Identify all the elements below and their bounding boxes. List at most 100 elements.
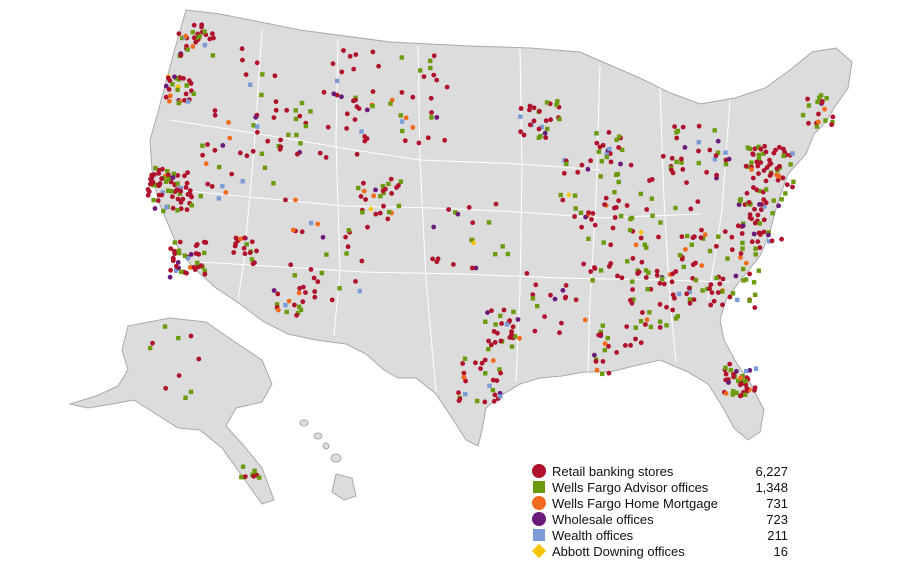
legend-count: 731 (766, 495, 788, 511)
office-marker (715, 150, 721, 155)
office-marker (492, 340, 498, 345)
office-marker (643, 322, 648, 327)
office-marker (735, 297, 740, 303)
office-marker (647, 178, 652, 183)
office-marker (169, 189, 174, 194)
office-marker (344, 125, 349, 131)
office-marker (761, 151, 766, 156)
office-marker (378, 194, 383, 199)
office-marker (753, 252, 758, 257)
office-marker (682, 145, 688, 150)
office-marker (173, 263, 179, 269)
office-marker (283, 197, 288, 203)
office-marker (498, 338, 504, 344)
office-marker (729, 247, 735, 253)
office-marker (470, 220, 476, 226)
office-marker (681, 264, 686, 270)
office-marker (790, 151, 795, 156)
office-marker (490, 358, 496, 363)
office-marker (700, 288, 705, 293)
office-marker (538, 134, 543, 139)
office-marker (771, 198, 776, 203)
office-marker (817, 95, 822, 100)
office-marker (410, 94, 416, 100)
office-marker (749, 160, 754, 165)
office-marker (509, 344, 515, 349)
office-marker (216, 196, 221, 201)
office-marker (386, 181, 391, 187)
office-marker (755, 239, 761, 245)
office-marker (175, 260, 181, 265)
office-marker (744, 375, 750, 381)
office-marker (396, 183, 401, 188)
office-marker (781, 153, 786, 158)
office-marker (370, 49, 376, 55)
office-marker (592, 352, 597, 358)
office-marker (183, 91, 189, 97)
office-marker (486, 338, 491, 344)
office-marker (565, 192, 572, 198)
office-marker (167, 93, 173, 99)
office-marker (702, 232, 708, 238)
office-marker (373, 187, 378, 193)
office-marker (618, 161, 623, 167)
office-marker (371, 193, 377, 199)
office-marker (753, 246, 758, 251)
office-marker (421, 74, 427, 79)
office-marker (200, 143, 205, 148)
office-marker (185, 255, 191, 261)
legend-count: 723 (766, 511, 788, 527)
office-marker (740, 374, 745, 379)
office-marker (644, 245, 649, 250)
office-marker (174, 187, 180, 193)
office-marker (713, 153, 719, 159)
office-marker (184, 207, 190, 213)
office-marker (600, 371, 605, 377)
office-marker (816, 119, 821, 125)
office-marker (631, 297, 636, 302)
office-marker (191, 22, 197, 28)
office-marker (475, 398, 480, 404)
office-marker (740, 240, 745, 246)
office-marker (712, 128, 717, 133)
office-marker (674, 135, 680, 141)
office-marker (170, 175, 176, 180)
office-marker (600, 359, 606, 364)
office-marker (337, 286, 342, 291)
office-marker (293, 108, 298, 113)
office-marker (321, 89, 327, 95)
office-marker (286, 298, 292, 304)
office-marker (790, 184, 795, 190)
legend-count: 211 (767, 527, 788, 543)
office-marker (356, 106, 362, 111)
office-marker (624, 324, 630, 329)
office-marker (647, 310, 652, 315)
office-marker (297, 304, 302, 309)
office-marker (669, 279, 675, 285)
office-marker (767, 162, 772, 168)
office-marker (638, 229, 644, 236)
office-marker (752, 292, 758, 297)
office-marker (195, 260, 200, 266)
office-marker (300, 299, 306, 305)
legend-item-wholesale: Wholesale offices 723 (528, 511, 788, 527)
office-marker (683, 247, 688, 252)
office-marker (308, 109, 313, 114)
legend-symbol-abbott (531, 543, 547, 559)
office-marker (431, 224, 437, 230)
office-marker (370, 103, 375, 109)
office-marker (165, 169, 170, 174)
office-marker (823, 118, 828, 123)
office-marker (600, 323, 605, 328)
office-marker (398, 113, 403, 118)
office-marker (708, 282, 714, 287)
office-marker (767, 239, 772, 244)
office-marker (638, 235, 644, 241)
office-marker (364, 136, 370, 142)
office-marker (389, 97, 395, 103)
office-marker (753, 366, 759, 371)
office-marker (579, 224, 584, 230)
office-marker (242, 474, 248, 479)
office-marker (578, 210, 584, 215)
office-marker (354, 151, 360, 157)
